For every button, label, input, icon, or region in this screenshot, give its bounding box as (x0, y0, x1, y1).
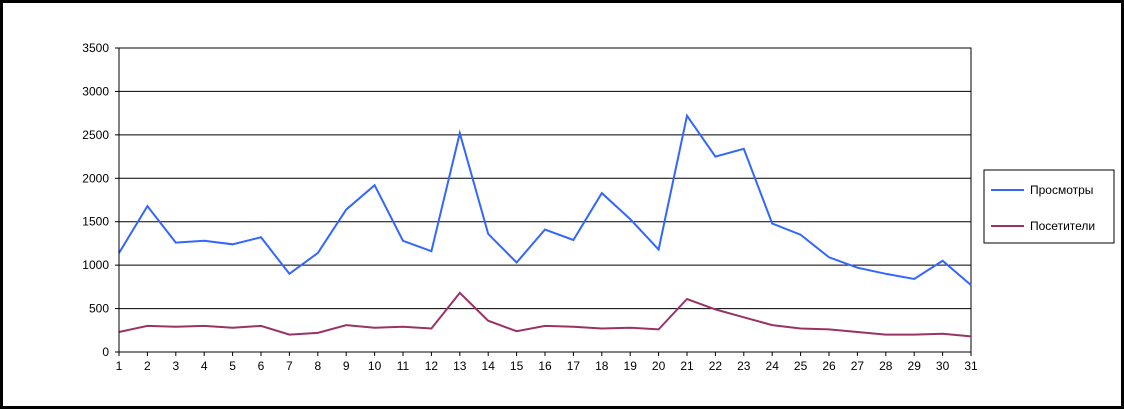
y-tick-label: 2500 (82, 128, 109, 142)
x-tick-label: 4 (201, 359, 208, 373)
x-tick-label: 13 (453, 359, 467, 373)
x-tick-label: 14 (482, 359, 496, 373)
legend-box (983, 169, 1115, 244)
x-tick-label: 22 (709, 359, 723, 373)
x-tick-label: 11 (397, 359, 410, 373)
x-tick-label: 6 (258, 359, 265, 373)
x-tick-label: 15 (510, 359, 524, 373)
x-tick-label: 21 (680, 359, 694, 373)
x-tick-label: 24 (766, 359, 780, 373)
x-tick-label: 25 (794, 359, 808, 373)
x-tick-label: 5 (229, 359, 236, 373)
x-tick-label: 18 (595, 359, 609, 373)
y-tick-label: 2000 (82, 171, 109, 185)
x-tick-label: 9 (343, 359, 350, 373)
x-tick-label: 27 (851, 359, 865, 373)
plot-area-border (118, 47, 972, 353)
x-tick-label: 8 (314, 359, 321, 373)
x-tick-label: 17 (567, 359, 581, 373)
y-tick-label: 3000 (82, 84, 109, 98)
series-line-2 (118, 291, 972, 338)
series-layer (118, 113, 972, 338)
x-tick-label: 7 (286, 359, 293, 373)
y-tick-label: 0 (102, 345, 109, 359)
x-tick-label: 26 (822, 359, 836, 373)
x-tick-label: 30 (936, 359, 950, 373)
y-tick-label: 500 (89, 302, 109, 316)
x-tick-label: 28 (879, 359, 893, 373)
x-tick-label: 19 (624, 359, 638, 373)
x-tick-label: 10 (368, 359, 382, 373)
grid-layer (118, 47, 972, 353)
x-tick-label: 3 (172, 359, 179, 373)
legend-label: Посетители (1030, 219, 1095, 233)
x-tick-label: 29 (908, 359, 922, 373)
y-tick-label: 1500 (82, 215, 109, 229)
x-tick-label: 23 (737, 359, 751, 373)
legend: Просмотры Посетители (983, 169, 1115, 244)
x-tick-label: 31 (964, 359, 978, 373)
y-tick-label: 1000 (82, 258, 109, 272)
x-tick-label: 16 (538, 359, 552, 373)
x-tick-label: 2 (144, 359, 151, 373)
y-tick-label: 3500 (82, 41, 109, 55)
legend-label: Просмотры (1030, 183, 1093, 197)
x-tick-label: 1 (116, 359, 123, 373)
series-line-1 (118, 113, 972, 286)
x-tick-label: 20 (652, 359, 666, 373)
x-tick-label: 12 (425, 359, 439, 373)
